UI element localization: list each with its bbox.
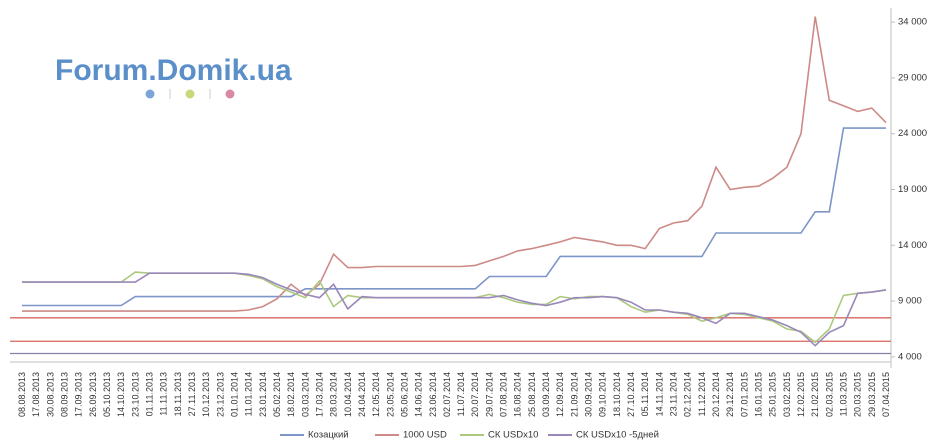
x-tick-label: 20.03.2015 [853, 372, 863, 417]
x-tick-label: 02.03.2015 [824, 372, 834, 417]
x-tick-label: 08.08.2013 [17, 372, 27, 417]
x-tick-label: 25.01.2015 [768, 372, 778, 417]
x-tick-label: 30.09.2014 [584, 372, 594, 417]
x-tick-label: 05.11.2014 [640, 372, 650, 416]
x-tick-label: 02.07.2014 [442, 372, 452, 417]
x-tick-label: 03.03.2014 [300, 372, 310, 417]
y-tick-label: 14 000 [898, 240, 927, 251]
x-tick-label: 23.05.2014 [385, 372, 395, 417]
x-tick-label: 09.10.2014 [598, 372, 608, 417]
x-tick-label: 25.08.2014 [527, 372, 537, 417]
series-line [22, 272, 887, 347]
x-tick-label: 29.12.2014 [725, 372, 735, 417]
logo-dot [145, 89, 155, 99]
x-tick-label: 14.11.2014 [654, 372, 664, 416]
y-tick-label: 29 000 [898, 72, 927, 83]
y-tick-label: 19 000 [898, 184, 927, 195]
x-tick-label: 16.01.2015 [754, 372, 764, 417]
x-tick-label: 11.03.2015 [839, 372, 849, 416]
x-tick-label: 18.11.2013 [173, 372, 183, 416]
series-line [22, 271, 887, 344]
x-tick-label: 24.04.2014 [357, 372, 367, 417]
x-tick-label: 17.08.2013 [31, 372, 41, 417]
logo-dot [225, 89, 235, 99]
x-tick-label: 01.11.2013 [144, 372, 154, 416]
x-tick-label: 27.11.2013 [187, 372, 197, 416]
x-tick-label: 01.01.2014 [229, 372, 239, 417]
x-tick-label: 17.09.2013 [74, 372, 84, 417]
legend-label: СК USDx10 -5дней [576, 430, 659, 441]
x-tick-label: 28.03.2014 [329, 372, 339, 417]
legend-label: 1000 USD [403, 430, 447, 441]
x-tick-label: 20.07.2014 [470, 372, 480, 417]
legend-label: СК USDx10 [488, 430, 538, 441]
x-tick-label: 07.04.2015 [881, 372, 891, 417]
x-tick-label: 08.09.2013 [59, 372, 69, 417]
x-tick-label: 12.09.2014 [555, 372, 565, 417]
x-tick-label: 11.12.2014 [697, 372, 707, 416]
x-tick-label: 14.06.2014 [414, 372, 424, 417]
x-tick-label: 14.10.2013 [116, 372, 126, 417]
x-tick-label: 02.12.2014 [683, 372, 693, 417]
logo: Forum.Domik.ua [55, 54, 292, 87]
x-tick-label: 07.08.2014 [499, 372, 509, 417]
x-tick-label: 23.12.2013 [215, 372, 225, 417]
x-tick-label: 17.03.2014 [314, 372, 324, 417]
x-tick-label: 23.10.2013 [130, 372, 140, 417]
x-tick-label: 18.10.2014 [612, 372, 622, 417]
x-tick-label: 20.12.2014 [711, 372, 721, 417]
x-tick-label: 03.09.2014 [541, 372, 551, 417]
x-tick-label: 12.05.2014 [371, 372, 381, 417]
x-tick-label: 05.10.2013 [102, 372, 112, 417]
series-line [22, 127, 886, 307]
x-tick-label: 16.08.2014 [513, 372, 523, 417]
logo-dot [185, 89, 195, 99]
y-tick-label: 34 000 [898, 17, 927, 28]
x-tick-label: 11.11.2013 [159, 372, 169, 416]
legend-label: Козацкий [308, 430, 349, 441]
x-tick-label: 29.07.2014 [484, 372, 494, 417]
x-tick-label: 29.03.2015 [867, 372, 877, 417]
series-line [22, 16, 887, 312]
x-tick-label: 05.02.2014 [272, 372, 282, 417]
y-tick-label: 9 000 [898, 296, 922, 307]
x-tick-label: 12.02.2015 [796, 372, 806, 417]
x-tick-label: 23.11.2014 [669, 372, 679, 416]
x-tick-label: 03.02.2015 [782, 372, 792, 417]
x-tick-label: 21.02.2015 [810, 372, 820, 417]
y-tick-label: 4 000 [898, 351, 922, 362]
x-tick-label: 11.07.2014 [456, 372, 466, 416]
x-tick-label: 10.04.2014 [343, 372, 353, 417]
x-tick-label: 11.01.2014 [244, 372, 254, 416]
x-tick-label: 27.10.2014 [626, 372, 636, 417]
x-tick-label: 18.02.2014 [286, 372, 296, 417]
x-tick-label: 10.12.2013 [201, 372, 211, 417]
y-tick-label: 24 000 [898, 128, 927, 139]
x-tick-label: 30.08.2013 [45, 372, 55, 417]
x-tick-label: 23.06.2014 [428, 372, 438, 417]
x-tick-label: 05.06.2014 [399, 372, 409, 417]
x-tick-label: 21.09.2014 [569, 372, 579, 417]
x-tick-label: 23.01.2014 [258, 372, 268, 417]
x-tick-label: 07.01.2015 [739, 372, 749, 417]
x-tick-label: 26.09.2013 [88, 372, 98, 417]
